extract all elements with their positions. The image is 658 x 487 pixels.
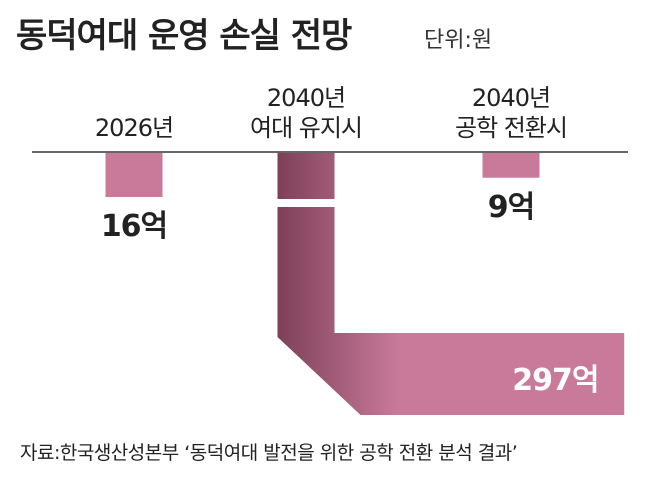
x-tick-label: 2026년	[94, 114, 174, 142]
value-label: 297억	[512, 363, 599, 398]
chart-title: 동덕여대 운영 손실 전망	[16, 16, 352, 56]
bar-cut	[276, 199, 336, 207]
value-label: 16억	[100, 209, 168, 244]
x-tick-label: 2040년 공학 전환시	[454, 84, 568, 142]
bar	[482, 153, 540, 178]
source-note: 자료:한국생산성본부 ‘동덕여대 발전을 위한 공학 전환 분석 결과’	[20, 442, 518, 464]
x-tick-label: 2040년 여대 유지시	[249, 84, 363, 142]
bar	[105, 153, 163, 197]
value-label: 9억	[487, 189, 535, 225]
unit-note: 단위:원	[424, 28, 493, 53]
bar	[277, 153, 625, 415]
